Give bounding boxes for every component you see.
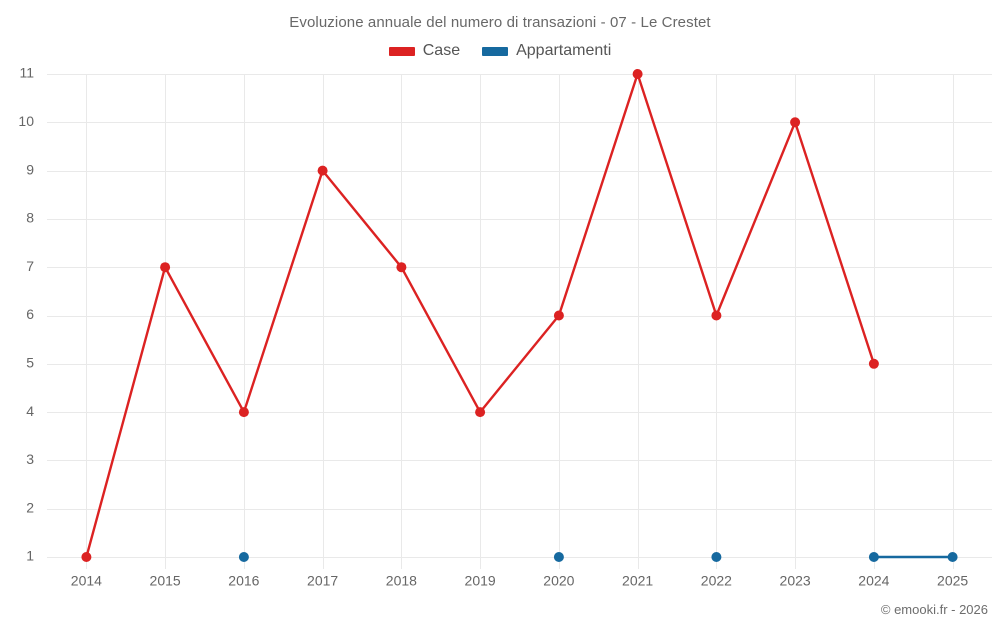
data-point-case-2016: [238, 407, 249, 418]
y-axis-tick-label: 2: [26, 499, 34, 515]
y-axis-tick-label: 11: [19, 65, 34, 81]
y-axis-tick-label: 4: [26, 403, 34, 419]
x-axis-tick-label: 2019: [465, 572, 496, 588]
data-point-case-2014: [81, 552, 92, 562]
series-case: [81, 69, 879, 562]
x-axis-tick-label: 2022: [701, 572, 732, 588]
y-axis-tick-label: 3: [26, 451, 34, 467]
x-axis-tick-label: 2015: [150, 572, 181, 588]
data-point-appartamenti-2025: [947, 552, 958, 562]
copyright-credit: © emooki.fr - 2026: [880, 602, 988, 617]
x-axis-tick-label: 2021: [622, 572, 653, 588]
y-axis-tick-label: 1: [26, 548, 34, 564]
legend-item-appartamenti[interactable]: Appartamenti: [482, 42, 611, 60]
data-point-case-2023: [790, 117, 801, 128]
data-point-case-2017: [317, 165, 328, 176]
data-point-appartamenti-2022: [711, 552, 722, 562]
data-point-case-2024: [868, 358, 879, 369]
x-axis-tick-label: 2017: [307, 572, 338, 588]
chart-title: Evoluzione annuale del numero di transaz…: [289, 14, 711, 31]
data-point-appartamenti-2024: [868, 552, 879, 562]
data-point-appartamenti-2020: [553, 552, 564, 562]
y-axis-tick-labels: 1 2 3 4 5 6 7 8 9 10 11: [18, 65, 34, 564]
y-axis-tick-label: 9: [26, 161, 34, 177]
x-axis-tick-label: 2024: [858, 572, 889, 588]
legend-swatch-icon-appartamenti: [482, 46, 509, 56]
data-point-case-2021: [632, 69, 643, 79]
gridlines: [47, 74, 992, 569]
x-axis-tick-label: 2025: [937, 572, 968, 588]
x-axis-tick-labels: 2014 2015 2016 2017 2018 2019 2020 2021 2022 2023…: [71, 572, 969, 588]
legend-item-case[interactable]: Case: [388, 42, 461, 60]
legend-swatch-icon-case: [388, 46, 415, 56]
y-axis-tick-label: 10: [18, 113, 34, 129]
x-axis-tick-label: 2014: [71, 572, 102, 588]
data-point-case-2019: [475, 407, 486, 418]
data-point-case-2022: [711, 310, 722, 321]
y-axis-tick-label: 6: [26, 306, 34, 322]
x-axis-tick-label: 2023: [780, 572, 811, 588]
data-point-case-2018: [396, 262, 407, 273]
data-point-case-2015: [160, 262, 171, 273]
x-axis-tick-label: 2018: [386, 572, 417, 588]
series-appartamenti: [238, 552, 958, 562]
y-axis-tick-label: 7: [26, 258, 34, 274]
x-axis-tick-label: 2020: [543, 572, 574, 588]
data-series-layer: [81, 69, 958, 562]
data-point-case-2020: [553, 310, 564, 321]
chart-legend: Case Appartamenti: [0, 42, 1000, 60]
x-axis-tick-label: 2016: [228, 572, 259, 588]
y-axis-tick-label: 8: [26, 210, 34, 226]
data-point-appartamenti-2016: [238, 552, 249, 562]
legend-label-appartamenti: Appartamenti: [516, 42, 612, 59]
legend-label-case: Case: [422, 42, 461, 59]
y-axis-tick-label: 5: [26, 355, 34, 371]
